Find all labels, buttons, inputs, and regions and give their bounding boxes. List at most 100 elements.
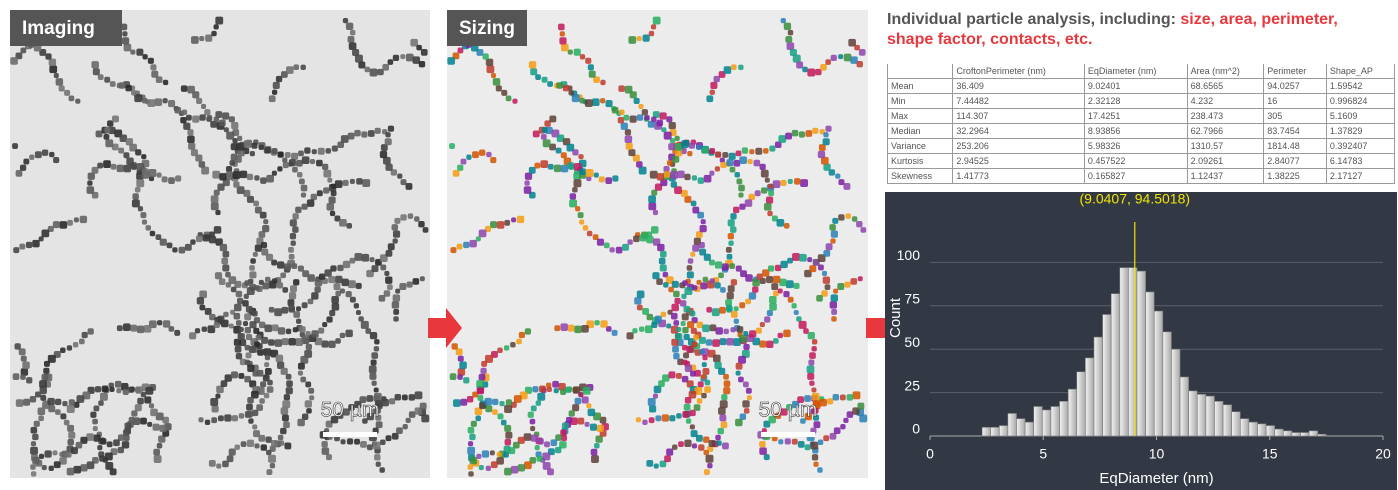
particle — [715, 327, 722, 334]
particle — [831, 231, 838, 238]
particle — [809, 381, 814, 386]
particle — [253, 201, 259, 207]
bar — [1301, 433, 1310, 436]
particle — [385, 277, 392, 284]
particle — [12, 143, 18, 149]
particle — [423, 227, 429, 233]
particle — [233, 181, 239, 187]
particle — [211, 202, 219, 210]
particle — [456, 348, 463, 355]
particle — [278, 435, 283, 440]
particle — [305, 382, 311, 388]
particle — [322, 322, 327, 327]
particle — [137, 326, 145, 334]
particle — [370, 69, 378, 77]
particle — [693, 335, 699, 341]
particle — [761, 187, 767, 193]
particle — [637, 36, 642, 41]
particle — [266, 450, 271, 455]
particle — [680, 300, 686, 306]
particle — [270, 463, 275, 468]
particle — [104, 127, 110, 133]
particle — [672, 281, 679, 288]
particle — [823, 132, 828, 137]
particle — [385, 132, 390, 137]
particle — [326, 316, 332, 322]
particle — [420, 276, 425, 281]
particle — [844, 54, 852, 62]
particle — [692, 443, 697, 448]
particle — [288, 305, 295, 312]
particle — [458, 356, 464, 362]
particle — [697, 398, 703, 404]
particle — [93, 405, 99, 411]
particle — [567, 386, 573, 392]
particle — [787, 42, 795, 50]
bar — [1232, 412, 1241, 436]
particle — [479, 374, 486, 381]
particle — [372, 381, 377, 386]
particle — [217, 316, 224, 323]
particle — [749, 330, 756, 337]
particle — [261, 444, 267, 450]
particle — [255, 207, 262, 214]
particle — [409, 394, 415, 400]
particle — [585, 422, 590, 427]
particle — [321, 441, 327, 447]
particle — [486, 152, 491, 157]
particle — [825, 59, 831, 65]
particle — [482, 450, 489, 457]
particle — [825, 284, 831, 290]
particle — [259, 145, 264, 150]
particle — [702, 324, 710, 332]
particle — [90, 412, 96, 418]
particle — [197, 297, 204, 304]
particle — [532, 386, 538, 392]
y-tick-label: 75 — [904, 291, 920, 307]
particle — [449, 143, 455, 149]
particle — [38, 416, 44, 422]
particle — [137, 398, 144, 405]
particle — [329, 310, 335, 316]
particle — [575, 206, 580, 211]
particle — [720, 162, 726, 168]
particle — [370, 257, 375, 262]
particle — [676, 373, 682, 379]
particle — [729, 153, 736, 160]
particle — [73, 466, 81, 474]
particle — [44, 450, 51, 457]
particle — [144, 396, 151, 403]
particle — [698, 177, 705, 184]
particle — [684, 404, 691, 411]
y-tick-label: 50 — [904, 334, 920, 350]
particle — [23, 399, 30, 406]
particle — [371, 359, 377, 365]
particle — [490, 450, 495, 455]
particle — [298, 150, 304, 156]
particle — [136, 179, 144, 187]
particle — [646, 236, 653, 243]
bar — [1240, 419, 1249, 436]
particle — [696, 280, 701, 285]
particle — [655, 415, 661, 421]
particle — [375, 128, 381, 134]
particle — [716, 440, 721, 445]
particle — [643, 35, 650, 42]
particle — [288, 338, 295, 345]
particle — [727, 292, 734, 299]
particle — [326, 454, 332, 460]
particle — [290, 233, 296, 239]
particle — [512, 99, 517, 104]
particle — [199, 161, 206, 168]
particle — [300, 377, 306, 383]
particle — [290, 285, 297, 292]
particle — [105, 139, 113, 147]
particle — [570, 193, 576, 199]
particle — [471, 421, 477, 427]
particle — [215, 272, 222, 279]
particle — [374, 454, 380, 460]
particle — [800, 179, 808, 187]
bar — [1025, 422, 1034, 436]
particle — [311, 194, 317, 200]
particle — [299, 326, 306, 333]
